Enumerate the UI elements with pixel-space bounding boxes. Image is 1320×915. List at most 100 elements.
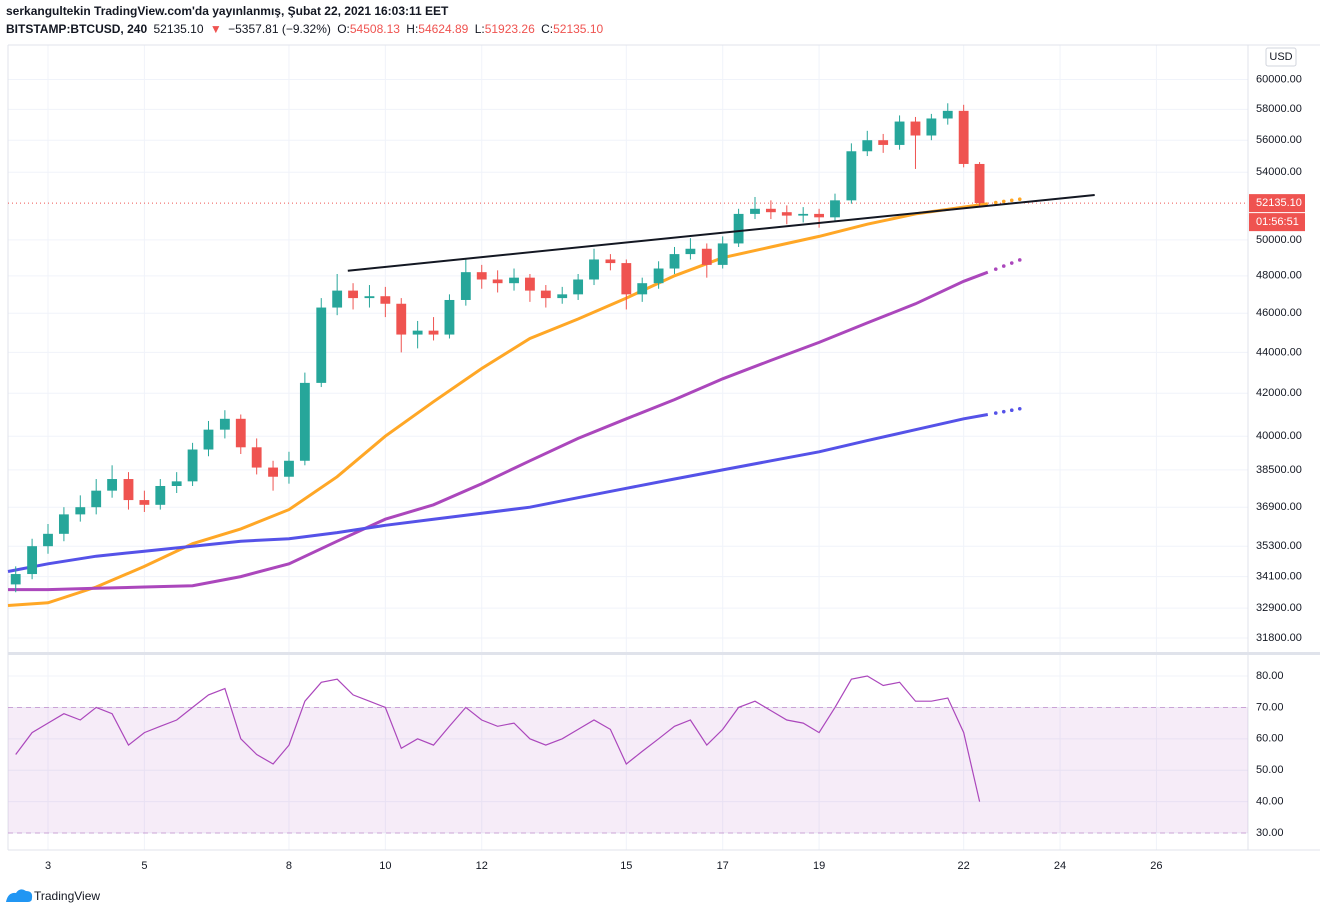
candle-body [91, 490, 102, 508]
candle-body [251, 447, 262, 468]
l-label: L: [474, 22, 485, 36]
candle-body [460, 272, 471, 300]
x-tick-label: 3 [45, 860, 51, 872]
author-line: serkangultekin TradingView.com'da yayınl… [6, 4, 451, 18]
x-tick-label: 26 [1150, 860, 1162, 872]
c: 52135.10 [553, 22, 604, 36]
candle-body [75, 507, 86, 515]
candle-body [348, 290, 358, 299]
moving-average [8, 270, 989, 592]
candle-body [589, 259, 599, 280]
candle-body [412, 330, 423, 335]
candle-body [733, 213, 744, 244]
candle-body [605, 259, 616, 264]
candle-body [637, 283, 648, 295]
candle-body [669, 254, 680, 269]
candle-body [284, 460, 294, 477]
y-tick-label: 31800.00 [1256, 632, 1302, 644]
candle-body [107, 479, 118, 491]
x-tick-label: 5 [141, 860, 147, 872]
x-tick-label: 24 [1054, 860, 1066, 872]
y-tick-label: 35300.00 [1256, 540, 1302, 552]
candle-body [203, 429, 214, 450]
candle-body [123, 479, 134, 501]
ma-projection [1009, 198, 1014, 203]
o-label: O: [337, 22, 350, 36]
candle-body [798, 213, 809, 216]
candle-body [155, 485, 166, 505]
candle-body [750, 208, 760, 214]
rsi-tick-label: 50.00 [1256, 764, 1284, 776]
logo-text: TradingView [34, 889, 100, 903]
ma-projection [1017, 406, 1022, 411]
candle-body [299, 382, 310, 461]
candle-body [332, 290, 343, 308]
x-tick-label: 15 [620, 860, 632, 872]
candle-body [171, 481, 182, 486]
logo: TradingView [6, 889, 100, 903]
change: −5357.81 (−9.32%) [228, 22, 331, 36]
candle-body [701, 248, 712, 265]
author: serkangultekin TradingView.com'da yayınl… [6, 4, 449, 18]
candle-body [878, 140, 889, 145]
y-tick-label: 36900.00 [1256, 501, 1302, 513]
y-tick-label: 48000.00 [1256, 270, 1302, 282]
x-tick-label: 19 [813, 860, 825, 872]
candle-body [717, 243, 728, 265]
candle-body [396, 303, 407, 335]
countdown-label: 01:56:51 [1256, 216, 1299, 228]
l: 51923.26 [484, 22, 535, 36]
last-price-label: 52135.10 [1256, 197, 1302, 209]
y-tick-label: 60000.00 [1256, 73, 1302, 85]
ma-projection [1001, 264, 1006, 268]
candle-body [573, 279, 584, 295]
candle-body [10, 574, 21, 585]
symbol: BITSTAMP:BTCUSD, 240 [6, 22, 148, 36]
candle-body [58, 514, 69, 534]
candle-body [621, 263, 632, 295]
c-label: C: [541, 22, 554, 36]
candle-body [268, 467, 278, 477]
y-tick-label: 56000.00 [1256, 134, 1302, 146]
candle-body [846, 151, 857, 201]
y-tick-label: 34100.00 [1256, 571, 1302, 583]
trendline [347, 194, 1095, 272]
candle-body [43, 533, 53, 547]
candle-body [492, 279, 503, 284]
ma-projection [993, 200, 998, 205]
y-tick-label: 50000.00 [1256, 234, 1302, 246]
candle-body [926, 118, 937, 136]
ma-projection [1001, 199, 1006, 204]
ma-projection [1009, 408, 1014, 413]
candle-body [444, 299, 455, 335]
candle-body [509, 277, 519, 284]
x-tick-label: 22 [958, 860, 970, 872]
candle-body [814, 213, 824, 218]
o: 54508.13 [349, 22, 400, 36]
y-tick-label: 44000.00 [1256, 346, 1302, 358]
ma-projection [993, 411, 998, 415]
h: 54624.89 [418, 22, 469, 36]
candle-body [540, 290, 551, 299]
candle-body [187, 449, 198, 482]
candle-body [653, 268, 664, 284]
ma-projection [993, 267, 998, 271]
candle-body [27, 546, 38, 575]
rsi-tick-label: 80.00 [1256, 670, 1284, 682]
currency-label: USD [1269, 51, 1292, 63]
ma-projection [1009, 261, 1014, 265]
ohlc-line: BITSTAMP:BTCUSD, 240 52135.10 ▼ −5357.81… [6, 22, 606, 36]
y-tick-label: 32900.00 [1256, 602, 1302, 614]
candle-body [557, 294, 568, 299]
y-tick-label: 54000.00 [1256, 166, 1302, 178]
last-price-box [1249, 194, 1305, 213]
candle-body [862, 140, 873, 152]
candle-body [685, 248, 696, 255]
rsi-tick-label: 40.00 [1256, 796, 1284, 808]
candle-body [781, 212, 792, 216]
y-tick-label: 40000.00 [1256, 430, 1302, 442]
candle-body [428, 330, 439, 335]
currency-box [1265, 47, 1297, 67]
countdown-box [1249, 213, 1305, 232]
x-tick-label: 8 [286, 860, 292, 872]
